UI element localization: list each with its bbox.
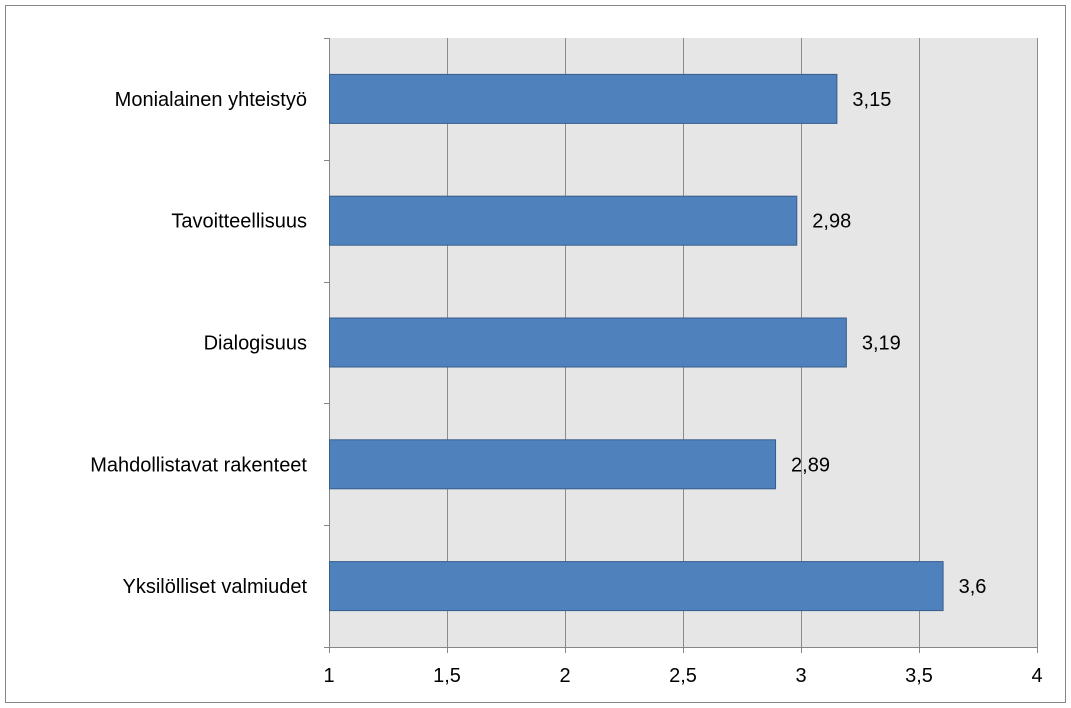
- x-tick-label: 2: [559, 665, 570, 687]
- category-label: Tavoitteellisuus: [171, 211, 307, 233]
- bar: [329, 73, 838, 124]
- category-label: Yksilölliset valmiudet: [122, 576, 307, 598]
- labels: 1 1,5 2 2,5 3 3,5 4 Monialainen yhteistyö 3,15 Ta…: [90, 89, 1042, 687]
- bar: [329, 439, 777, 490]
- bar: [329, 317, 847, 368]
- chart-frame: 1 1,5 2 2,5 3 3,5 4 Monialainen yhteistyö 3,15 Ta…: [5, 5, 1066, 703]
- value-label: 3,19: [862, 333, 901, 355]
- category-label: Mahdollistavat rakenteet: [90, 454, 307, 476]
- value-label: 2,89: [791, 454, 830, 476]
- x-tick-label: 3: [795, 665, 806, 687]
- bar: [329, 561, 944, 612]
- value-label: 2,98: [812, 211, 851, 233]
- category-label: Dialogisuus: [204, 333, 307, 355]
- x-tick-label: 2,5: [669, 665, 697, 687]
- bar-chart: 1 1,5 2 2,5 3 3,5 4 Monialainen yhteistyö 3,15 Ta…: [90, 38, 1043, 687]
- x-tick-label: 3,5: [905, 665, 933, 687]
- bars: [329, 73, 944, 612]
- category-label: Monialainen yhteistyö: [115, 89, 307, 111]
- x-tick-label: 4: [1031, 665, 1042, 687]
- bar: [329, 195, 798, 246]
- x-tick-label: 1: [323, 665, 334, 687]
- value-label: 3,6: [959, 576, 987, 598]
- x-tick-label: 1,5: [433, 665, 461, 687]
- value-label: 3,15: [852, 89, 891, 111]
